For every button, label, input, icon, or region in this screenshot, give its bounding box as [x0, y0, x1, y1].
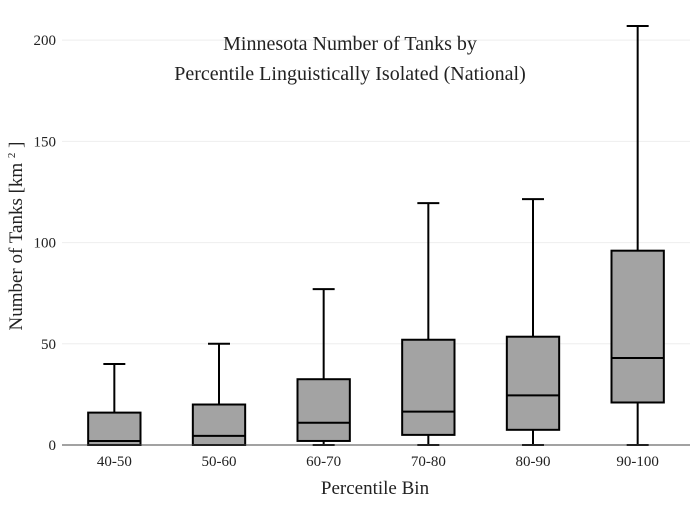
iqr-box — [610, 249, 665, 404]
iqr-box — [505, 335, 561, 431]
box-70-80 — [401, 202, 456, 446]
x-axis-title: Percentile Bin — [321, 478, 430, 499]
iqr-box — [191, 403, 247, 446]
y-axis-unit-superscript: 2 — [6, 153, 18, 159]
x-tick-label: 70-80 — [411, 454, 446, 470]
x-tick-label: 80-90 — [516, 454, 551, 470]
x-tick-label: 50-60 — [202, 454, 237, 470]
y-tick-label: 200 — [34, 33, 57, 49]
y-tick-label: 100 — [34, 236, 57, 252]
box-50-60 — [191, 342, 247, 446]
box-80-90 — [505, 198, 561, 446]
iqr-box — [296, 378, 351, 442]
box-40-50 — [87, 363, 142, 446]
x-tick-label: 90-100 — [616, 454, 659, 470]
grid-lines — [62, 39, 690, 345]
chart-title-line-2: Percentile Linguistically Isolated (Nati… — [174, 63, 526, 85]
y-axis-unit: [km — [6, 163, 27, 194]
y-axis-title-text: Number of Tanks — [6, 198, 27, 330]
box-60-70 — [296, 288, 351, 446]
y-axis-unit-close: ] — [6, 141, 27, 147]
y-tick-label: 150 — [34, 134, 57, 150]
chart-title-line-1: Minnesota Number of Tanks by — [223, 33, 477, 55]
box-90-100 — [610, 25, 665, 446]
y-axis-title: Number of Tanks [km 2 ] — [0, 141, 27, 330]
boxes-group — [87, 25, 665, 446]
y-tick-label: 50 — [41, 337, 56, 353]
x-tick-labels: 40-50 50-60 60-70 70-80 80-90 90-100 — [97, 454, 659, 470]
x-tick-label: 60-70 — [306, 454, 341, 470]
x-tick-label: 40-50 — [97, 454, 132, 470]
y-tick-labels: 0 50 100 150 200 — [34, 33, 57, 454]
iqr-box — [401, 338, 456, 436]
y-tick-label: 0 — [49, 438, 57, 454]
